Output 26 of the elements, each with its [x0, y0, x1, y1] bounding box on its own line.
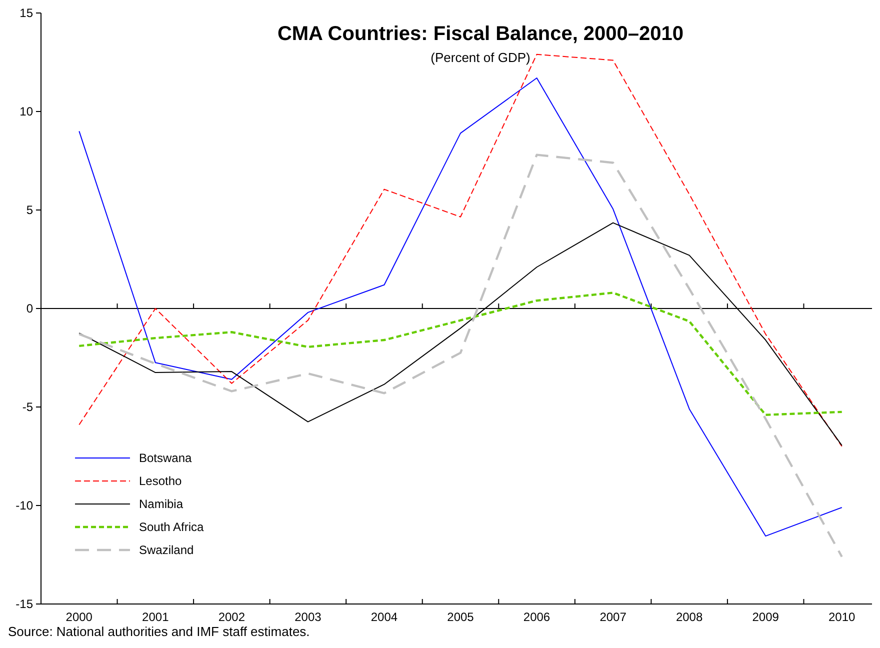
y-tick-label: 0 [26, 302, 34, 316]
legend-label: Namibia [139, 497, 184, 512]
x-tick-label: 2000 [66, 610, 93, 624]
x-tick-label: 2002 [218, 610, 246, 624]
legend-label: Swaziland [139, 543, 194, 558]
x-tick-label: 2004 [370, 610, 398, 624]
x-tick-label: 2005 [447, 610, 474, 624]
legend-label: Botswana [139, 451, 192, 466]
y-tick-label: 5 [26, 203, 34, 218]
text: (Percent of GDP) [430, 50, 530, 65]
legend-label: Lesotho [139, 474, 182, 488]
x-tick-label: 2003 [294, 610, 322, 624]
y-tick-label: 15 [20, 6, 34, 20]
x-tick-label: 2010 [828, 610, 856, 624]
y-tick-label: -15 [16, 597, 34, 612]
legend-label: South Africa [139, 520, 204, 534]
x-tick-label: 2007 [600, 610, 627, 624]
text: CMA Countries: Fiscal Balance, 2000–2010 [277, 23, 684, 45]
y-tick-label: -10 [16, 498, 34, 513]
y-tick-label: 10 [20, 104, 34, 119]
x-tick-label: 2006 [523, 610, 550, 624]
source-note: Source: National authorities and IMF staff estimates. [8, 624, 310, 639]
x-tick-label: 2001 [142, 610, 170, 624]
x-tick-label: 2008 [676, 610, 703, 624]
x-tick-label: 2009 [752, 610, 780, 624]
y-tick-label: -5 [22, 400, 34, 414]
